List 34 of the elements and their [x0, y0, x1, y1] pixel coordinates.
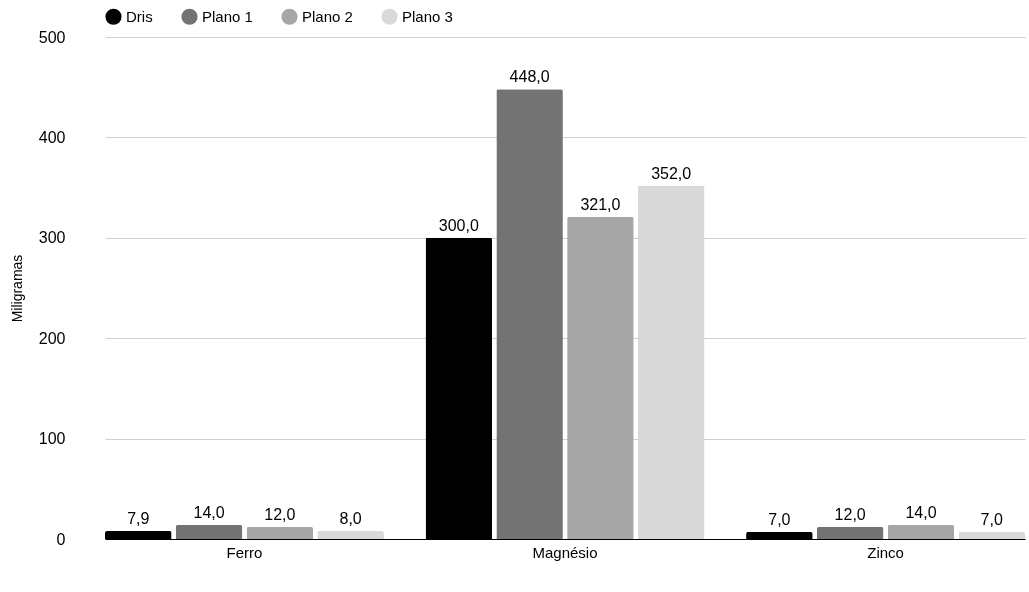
y-tick-label: 200 — [38, 329, 66, 347]
y-tick-label: 300 — [38, 229, 66, 247]
bar — [887, 524, 955, 539]
data-label: 321,0 — [580, 195, 621, 213]
data-label: 14,0 — [193, 503, 225, 521]
data-label: 7,9 — [127, 510, 150, 528]
bar — [496, 89, 563, 539]
legend-label: Plano 1 — [202, 7, 253, 25]
data-label: 8,0 — [339, 509, 362, 527]
data-label: 12,0 — [834, 505, 866, 523]
x-tick-label: Zinco — [867, 543, 904, 561]
y-tick-label: 0 — [56, 530, 66, 548]
data-label: 14,0 — [905, 503, 937, 521]
bar — [816, 526, 884, 539]
x-tick-label: Ferro — [226, 543, 263, 561]
y-tick-label: 500 — [38, 28, 66, 46]
y-tick-label: 100 — [38, 430, 66, 448]
bar — [175, 524, 243, 539]
bar — [246, 526, 314, 539]
data-label: 7,0 — [768, 510, 791, 528]
y-axis-title: Miligramas — [8, 254, 25, 323]
data-label: 12,0 — [264, 505, 296, 523]
bar — [317, 530, 384, 539]
legend-label: Plano 3 — [402, 7, 453, 25]
bar — [567, 216, 634, 539]
y-tick-label: 400 — [38, 128, 66, 146]
data-label: 448,0 — [509, 68, 550, 86]
x-tick-label: Magnésio — [532, 543, 598, 561]
data-label: 7,0 — [980, 510, 1003, 528]
data-label: 352,0 — [651, 164, 692, 182]
data-label: 300,0 — [438, 216, 479, 234]
bar — [958, 531, 1025, 539]
legend-label: Dris — [126, 7, 153, 25]
legend-label: Plano 2 — [302, 7, 353, 25]
